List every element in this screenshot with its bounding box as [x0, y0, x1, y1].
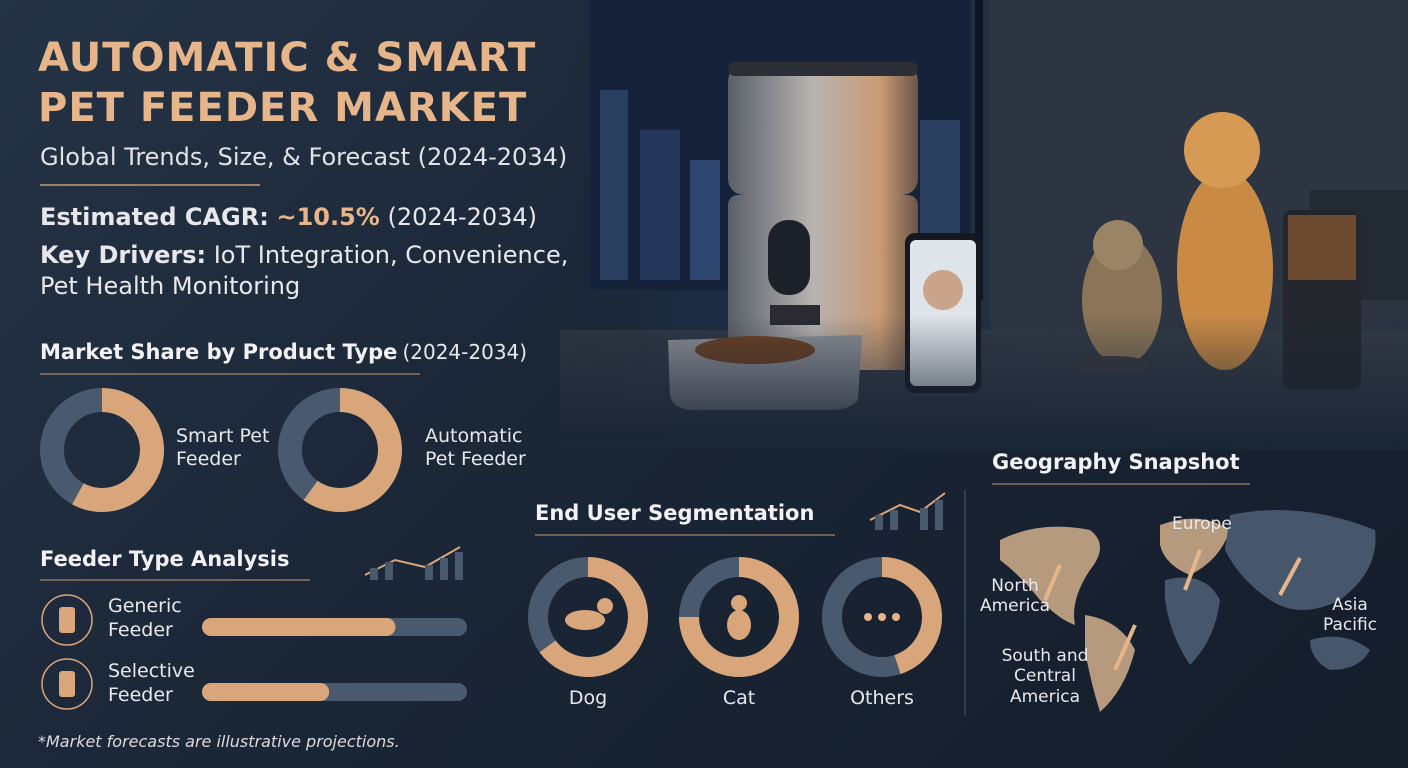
section-title: End User Segmentation	[535, 501, 815, 525]
cagr-label: Estimated CAGR:	[40, 203, 269, 231]
section-title: Feeder Type Analysis	[40, 547, 290, 571]
region-label: North America	[979, 576, 1051, 617]
cagr-period: (2024-2034)	[387, 203, 538, 231]
donut-segment	[539, 557, 648, 677]
donut-segment	[303, 388, 402, 512]
pet-icon	[565, 595, 751, 640]
feeder-icon	[41, 658, 93, 710]
category-label: Others	[850, 687, 914, 709]
drivers-label: Key Drivers:	[40, 241, 207, 269]
cagr-value: ~10.5%	[276, 203, 380, 231]
section-subtitle: (2024-2034)	[402, 340, 528, 364]
drivers-text: IoT Integration, Convenience, Pet Health…	[40, 241, 569, 300]
donut-segment	[679, 557, 799, 677]
region-label: Europe	[1172, 514, 1232, 534]
section: Market Share by Product Type (2024-2034)	[40, 340, 527, 365]
footnote: *Market forecasts are illustrative proje…	[38, 732, 400, 751]
category-label: Automatic Pet Feeder	[425, 425, 526, 470]
cagr: Estimated CAGR: ~10.5% (2024-2034)	[40, 203, 537, 232]
category-label: Dog	[568, 687, 608, 709]
section-title: Market Share by Product Type	[40, 340, 398, 364]
category-label: Generic Feeder	[108, 595, 182, 641]
region-label: Asia Pacific	[1322, 595, 1378, 636]
trend-icon	[364, 492, 946, 576]
growth-arrow	[1043, 549, 1302, 671]
drivers: Key Drivers: IoT Integration, Convenienc…	[40, 240, 600, 302]
feeder-icon	[41, 594, 93, 646]
donut-segment	[72, 388, 164, 512]
category-label: Cat	[722, 687, 756, 709]
category-label: Selective Feeder	[108, 660, 195, 706]
bar	[202, 618, 396, 636]
feeder-icon	[59, 607, 75, 633]
region-label: South and Central America	[1001, 646, 1089, 707]
donut-segment	[881, 557, 942, 675]
others-icon	[864, 613, 900, 621]
subtitle: Global Trends, Size, & Forecast (2024-20…	[40, 143, 568, 171]
title: PET FEEDER MARKET	[38, 85, 528, 131]
section-title: Geography Snapshot	[992, 450, 1240, 474]
bar	[202, 683, 330, 701]
title: AUTOMATIC & SMART	[38, 35, 537, 81]
product-photo	[560, 0, 1408, 450]
feeder-icon	[59, 671, 75, 697]
category-label: Smart Pet Feeder	[176, 425, 270, 470]
trend-bars	[370, 500, 943, 580]
